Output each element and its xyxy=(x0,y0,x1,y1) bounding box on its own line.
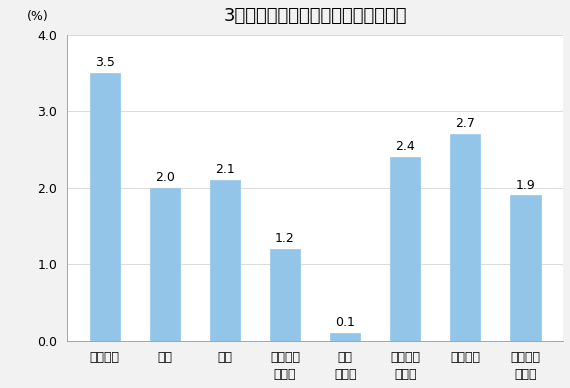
Bar xyxy=(450,134,481,341)
Bar xyxy=(210,180,240,341)
Bar xyxy=(270,249,300,341)
Text: 2.7: 2.7 xyxy=(455,118,475,130)
Text: 1.9: 1.9 xyxy=(516,178,535,192)
Text: 3.5: 3.5 xyxy=(95,56,115,69)
Text: 1.2: 1.2 xyxy=(275,232,295,245)
Text: 0.1: 0.1 xyxy=(335,316,355,329)
Text: 2.4: 2.4 xyxy=(396,140,415,153)
Bar xyxy=(150,188,180,341)
Bar xyxy=(330,333,360,341)
Bar xyxy=(89,73,120,341)
Bar xyxy=(390,157,420,341)
Text: 2.0: 2.0 xyxy=(155,171,175,184)
Text: 2.1: 2.1 xyxy=(215,163,235,176)
Title: 3月份居民消费价格分类别同比涨跌幅: 3月份居民消费价格分类别同比涨跌幅 xyxy=(223,7,407,25)
Y-axis label: (%): (%) xyxy=(26,10,48,23)
Bar xyxy=(511,196,540,341)
